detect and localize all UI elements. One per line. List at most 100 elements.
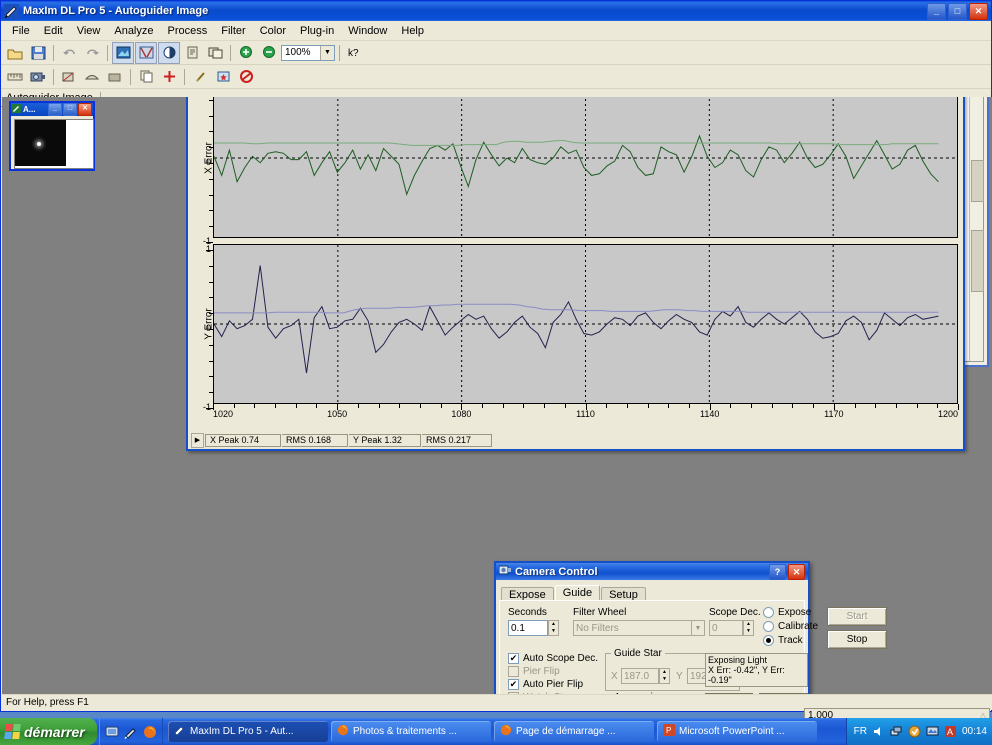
color-adjust-icon[interactable]: [135, 41, 157, 64]
menu-item-process[interactable]: Process: [167, 24, 208, 37]
stepper-up-icon[interactable]: ▲: [662, 669, 667, 675]
maximize-button[interactable]: □: [948, 2, 967, 20]
checkbox-auto-pier-flip[interactable]: ✔: [508, 679, 519, 690]
task-button-powerpoint[interactable]: P Microsoft PowerPoint ...: [657, 721, 817, 742]
antivirus-icon[interactable]: A: [944, 725, 957, 738]
camera-help-button[interactable]: ?: [769, 563, 786, 580]
volume-icon[interactable]: [872, 725, 885, 738]
star-mask-icon[interactable]: [212, 66, 234, 88]
annotate-icon[interactable]: [235, 66, 257, 88]
network-icon[interactable]: [890, 725, 903, 738]
scope-dec-stepper[interactable]: ▲ ▼: [743, 620, 754, 636]
checkbox-auto-scope-dec[interactable]: ✔: [508, 653, 519, 664]
x-error-plot[interactable]: [213, 97, 958, 238]
calibrate-icon[interactable]: [58, 66, 80, 88]
zoom-in-icon[interactable]: [235, 42, 257, 64]
app-title-bar[interactable]: MaxIm DL Pro 5 - Autoguider Image _ □ ✕: [1, 1, 991, 21]
open-icon[interactable]: [4, 42, 26, 64]
tab-guide[interactable]: Guide: [554, 585, 601, 601]
tray-language-indicator[interactable]: FR: [853, 726, 867, 737]
close-button[interactable]: ✕: [969, 2, 988, 20]
stop-button[interactable]: Stop: [827, 630, 887, 649]
menu-item-view[interactable]: View: [76, 24, 101, 37]
x-axis-tick: [606, 404, 608, 408]
y-error-panel: Y Error 1 0 -1: [191, 244, 960, 412]
menu-item-file[interactable]: File: [12, 24, 30, 37]
scope-dec-input[interactable]: 0: [709, 620, 743, 636]
zoom-level-combo[interactable]: 100% ▼: [281, 44, 335, 61]
y-axis-tick: [209, 163, 213, 164]
monitor-icon[interactable]: [926, 725, 939, 738]
background-window-scrollbar[interactable]: [969, 97, 984, 361]
camera-tab-strip: Expose Guide Setup: [501, 584, 647, 601]
filter-wheel-chevron-down-icon[interactable]: ▼: [691, 620, 705, 636]
dark-frame-icon[interactable]: [104, 66, 126, 88]
firefox-icon[interactable]: [143, 725, 157, 739]
resize-grip-icon[interactable]: △: [979, 710, 986, 720]
screen-stretch-icon[interactable]: [112, 41, 134, 64]
image-window-minimize-button[interactable]: _: [48, 103, 62, 116]
maxim-icon[interactable]: [124, 725, 138, 739]
flat-field-icon[interactable]: [81, 66, 103, 88]
seconds-input[interactable]: 0.1: [508, 620, 548, 636]
stepper-up-icon[interactable]: ▲: [746, 621, 751, 627]
camera-control-title-bar[interactable]: Camera Control ? ✕: [496, 563, 808, 580]
zoom-out-icon[interactable]: [258, 42, 280, 64]
seconds-stepper[interactable]: ▲ ▼: [548, 620, 559, 636]
menu-item-help[interactable]: Help: [401, 24, 424, 37]
contrast-icon[interactable]: [158, 41, 180, 64]
window-layout-icon[interactable]: [204, 42, 226, 64]
pixel-probe-icon[interactable]: [189, 66, 211, 88]
scrollbar-thumb[interactable]: [971, 160, 984, 202]
tracking-error-graph-window[interactable]: Tracking Error Graph (from 21:55:00Z) ? …: [186, 97, 965, 451]
image-window-maximize-button[interactable]: □: [63, 103, 77, 116]
image-window-close-button[interactable]: ✕: [78, 103, 92, 116]
graph-status-grip-icon[interactable]: ▶: [191, 432, 204, 448]
guide-star-x-stepper[interactable]: ▲ ▼: [659, 668, 670, 684]
start-button[interactable]: Start: [827, 607, 887, 626]
radio-track[interactable]: [763, 635, 774, 646]
menu-item-analyze[interactable]: Analyze: [114, 24, 154, 37]
information-icon[interactable]: [181, 42, 203, 64]
stepper-up-icon[interactable]: ▲: [551, 621, 556, 627]
camera-close-button[interactable]: ✕: [788, 563, 805, 580]
menu-item-filter[interactable]: Filter: [221, 24, 246, 37]
minimize-button[interactable]: _: [927, 2, 946, 20]
tab-expose[interactable]: Expose: [501, 587, 554, 601]
camera-control-window[interactable]: Camera Control ? ✕ Expose Guide Setup Se…: [494, 561, 887, 697]
filter-wheel-combo[interactable]: No Filters: [573, 620, 705, 636]
task-button-page-demarrage[interactable]: Page de démarrage ...: [494, 721, 654, 742]
undo-icon[interactable]: [58, 42, 80, 64]
update-icon[interactable]: [908, 725, 921, 738]
stepper-down-icon[interactable]: ▼: [746, 628, 751, 634]
save-icon[interactable]: [27, 42, 49, 64]
chevron-down-icon[interactable]: ▼: [320, 45, 334, 60]
menu-item-plugin[interactable]: Plug-in: [300, 24, 335, 37]
menu-item-edit[interactable]: Edit: [43, 24, 63, 37]
start-button[interactable]: démarrer: [0, 718, 97, 745]
clock[interactable]: 00:14: [961, 726, 987, 737]
stepper-down-icon[interactable]: ▼: [662, 676, 667, 682]
y-error-plot[interactable]: [213, 244, 958, 404]
redo-icon[interactable]: [81, 42, 103, 64]
measure-icon[interactable]: [4, 66, 26, 88]
y-axis-label: 0: [205, 323, 211, 333]
image-window-title-bar[interactable]: A... _ □ ✕: [11, 103, 93, 116]
camera-control-icon[interactable]: [27, 66, 49, 88]
guide-star-x-input[interactable]: 187.0: [621, 668, 659, 684]
autoguider-image-window[interactable]: A... _ □ ✕: [9, 101, 95, 171]
radio-expose[interactable]: [763, 607, 774, 618]
menu-item-window[interactable]: Window: [348, 24, 388, 37]
help-pointer-icon[interactable]: k?: [344, 42, 366, 64]
task-button-photos[interactable]: Photos & traitements ...: [331, 721, 491, 742]
copy-icon[interactable]: [135, 66, 157, 88]
tab-setup[interactable]: Setup: [601, 587, 646, 601]
task-button-maxim[interactable]: MaxIm DL Pro 5 - Aut...: [168, 721, 328, 742]
stepper-down-icon[interactable]: ▼: [551, 628, 556, 634]
crosshair-icon[interactable]: [158, 66, 180, 88]
show-desktop-icon[interactable]: [105, 725, 119, 739]
scrollbar-thumb[interactable]: [971, 230, 984, 292]
radio-calibrate[interactable]: [763, 621, 774, 632]
menu-item-color[interactable]: Color: [259, 24, 286, 37]
autoguider-image-canvas[interactable]: [14, 119, 94, 169]
